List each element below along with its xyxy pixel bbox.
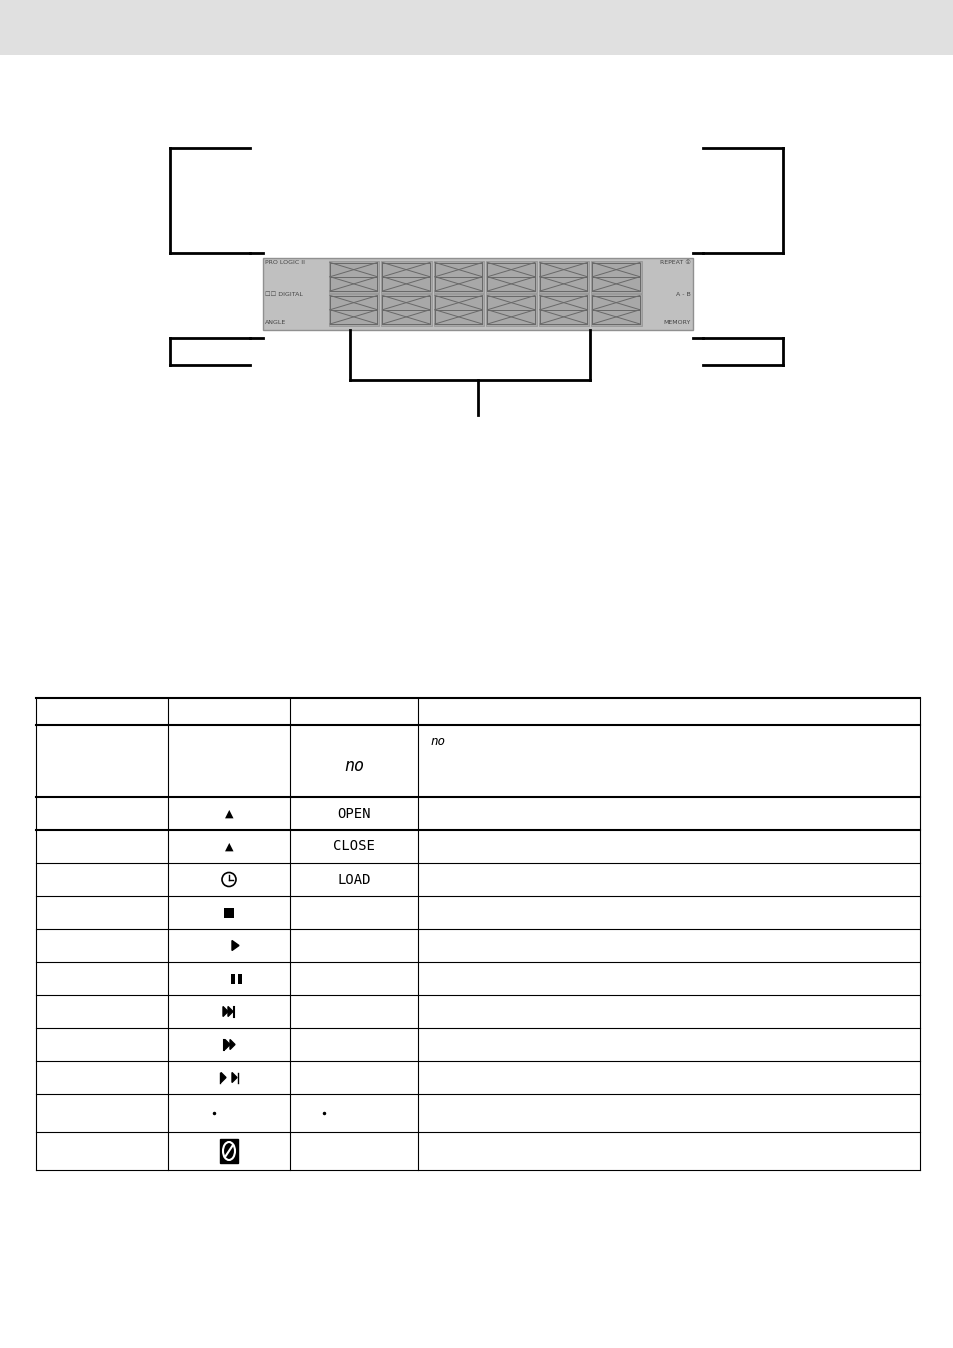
Bar bbox=[538, 262, 589, 293]
Bar bbox=[263, 257, 692, 330]
Bar bbox=[591, 294, 641, 325]
Text: ▲: ▲ bbox=[225, 841, 233, 852]
Bar bbox=[434, 262, 484, 293]
Bar bbox=[434, 294, 484, 325]
Bar bbox=[224, 907, 233, 918]
Bar bbox=[591, 262, 641, 293]
Polygon shape bbox=[230, 1039, 234, 1050]
Bar bbox=[538, 294, 589, 325]
Polygon shape bbox=[223, 1007, 228, 1016]
Text: no: no bbox=[430, 735, 444, 748]
Polygon shape bbox=[232, 1073, 236, 1082]
Bar bbox=[381, 262, 432, 293]
Bar bbox=[0, 0, 953, 55]
Bar bbox=[237, 973, 242, 984]
Polygon shape bbox=[225, 1039, 230, 1050]
Bar bbox=[329, 262, 379, 293]
Text: ☐☐ DIGITAL: ☐☐ DIGITAL bbox=[265, 291, 302, 297]
Text: ANGLE: ANGLE bbox=[265, 319, 286, 325]
Bar bbox=[486, 262, 537, 293]
Bar bbox=[220, 1139, 237, 1163]
Bar bbox=[486, 294, 537, 325]
Polygon shape bbox=[228, 1007, 233, 1016]
Text: MEMORY: MEMORY bbox=[663, 319, 690, 325]
Bar bbox=[381, 294, 432, 325]
Text: PRO LOGIC II: PRO LOGIC II bbox=[265, 260, 305, 266]
Text: CLOSE: CLOSE bbox=[333, 840, 375, 853]
Text: OPEN: OPEN bbox=[337, 806, 371, 821]
Text: no: no bbox=[344, 758, 364, 775]
Ellipse shape bbox=[223, 1142, 234, 1161]
Polygon shape bbox=[232, 941, 239, 950]
Text: ▲: ▲ bbox=[225, 809, 233, 818]
Text: A - B: A - B bbox=[676, 291, 690, 297]
Bar bbox=[329, 294, 379, 325]
Text: LOAD: LOAD bbox=[337, 872, 371, 887]
Polygon shape bbox=[221, 1073, 226, 1082]
Text: REPEAT ①: REPEAT ① bbox=[659, 260, 690, 266]
Bar bbox=[231, 973, 234, 984]
